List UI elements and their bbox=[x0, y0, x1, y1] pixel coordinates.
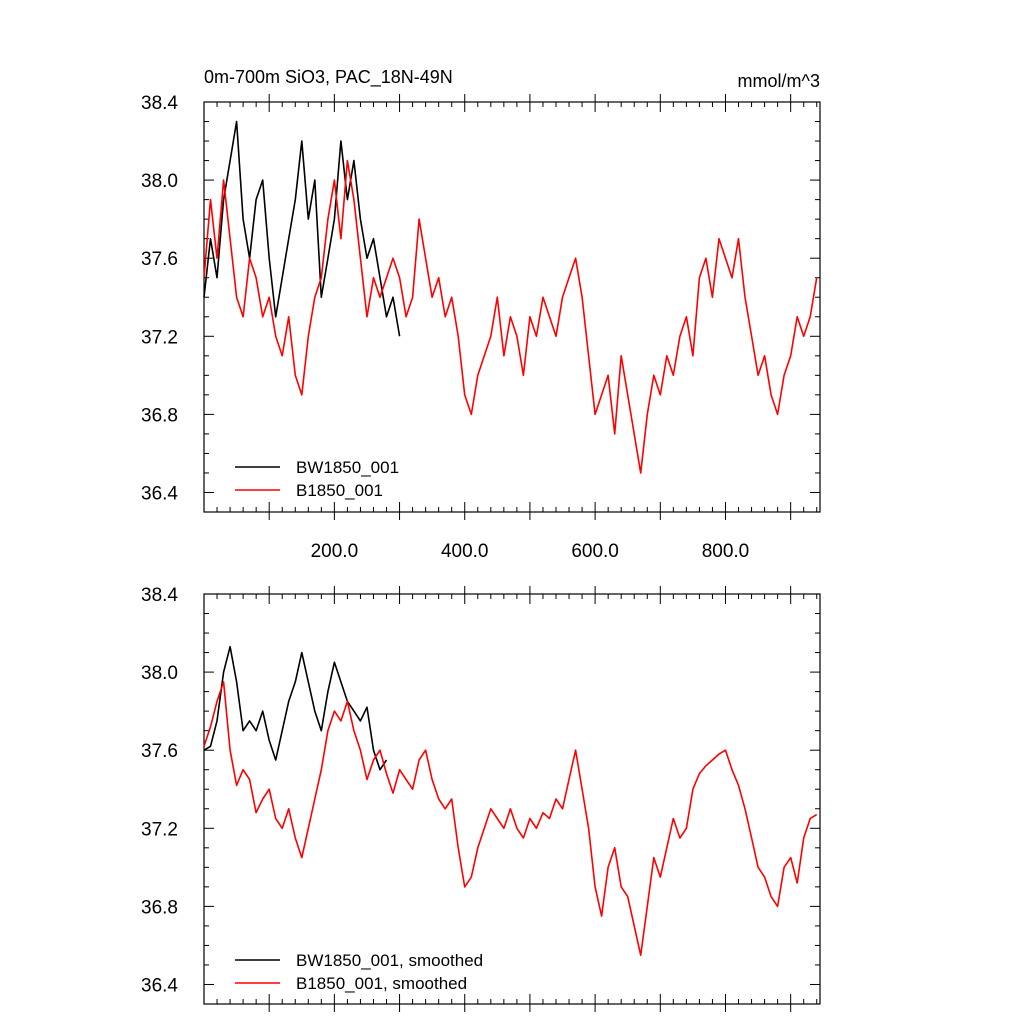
y-tick-label: 36.8 bbox=[141, 405, 178, 426]
top-lines bbox=[203, 120, 818, 474]
top-ticks bbox=[204, 94, 820, 520]
series-line-bw1850 bbox=[203, 120, 401, 337]
bottom-plot-frame bbox=[203, 593, 821, 1005]
bottom-panel: 38.4 38.0 37.6 37.2 36.8 36.4 BW1850_001, smo… bbox=[141, 585, 821, 1012]
y-tick-label: 36.4 bbox=[141, 483, 178, 504]
y-tick-label: 37.6 bbox=[141, 249, 178, 270]
top-title: 0m-700m SiO3, PAC_18N-49N bbox=[204, 67, 453, 88]
top-panel: 0m-700m SiO3, PAC_18N-49N mmol/m^3 38.43… bbox=[141, 67, 821, 562]
top-legend: BW1850_001 B1850_001 bbox=[235, 458, 399, 500]
bottom-legend: BW1850_001, smoothed B1850_001, smoothed bbox=[235, 951, 483, 993]
y-tick-label: 36.8 bbox=[141, 897, 178, 918]
y-tick-label: 38.4 bbox=[141, 93, 178, 114]
top-ytick-labels: 38.4 38.0 37.6 37.2 36.8 36.4 bbox=[141, 93, 178, 504]
y-tick-label: 38.4 bbox=[141, 585, 178, 606]
top-units-label: mmol/m^3 bbox=[738, 71, 820, 91]
legend-label-b1850-smoothed: B1850_001, smoothed bbox=[296, 974, 467, 993]
x-tick-label: 200.0 bbox=[311, 541, 359, 562]
bottom-lines bbox=[203, 645, 818, 957]
series-line-bw1850 bbox=[203, 645, 388, 771]
y-tick-label: 38.0 bbox=[141, 663, 178, 684]
legend-label-b1850: B1850_001 bbox=[296, 481, 383, 500]
y-tick-label: 37.2 bbox=[141, 819, 178, 840]
x-tick-label: 600.0 bbox=[571, 541, 619, 562]
bottom-ticks bbox=[204, 586, 820, 1012]
top-plot-frame bbox=[203, 101, 821, 513]
series-line-b1850 bbox=[203, 681, 818, 957]
legend-label-bw1850-smoothed: BW1850_001, smoothed bbox=[296, 951, 483, 970]
x-tick-label: 800.0 bbox=[702, 541, 750, 562]
y-tick-label: 36.4 bbox=[141, 975, 178, 996]
series-line-b1850 bbox=[203, 159, 818, 474]
y-tick-label: 37.2 bbox=[141, 327, 178, 348]
top-xtick-labels: 200.0 400.0 600.0 800.0 bbox=[311, 541, 750, 562]
legend-label-bw1850: BW1850_001 bbox=[296, 458, 399, 477]
x-tick-label: 400.0 bbox=[441, 541, 489, 562]
y-tick-label: 37.6 bbox=[141, 741, 178, 762]
y-tick-label: 38.0 bbox=[141, 171, 178, 192]
bottom-ytick-labels: 38.4 38.0 37.6 37.2 36.8 36.4 bbox=[141, 585, 178, 996]
